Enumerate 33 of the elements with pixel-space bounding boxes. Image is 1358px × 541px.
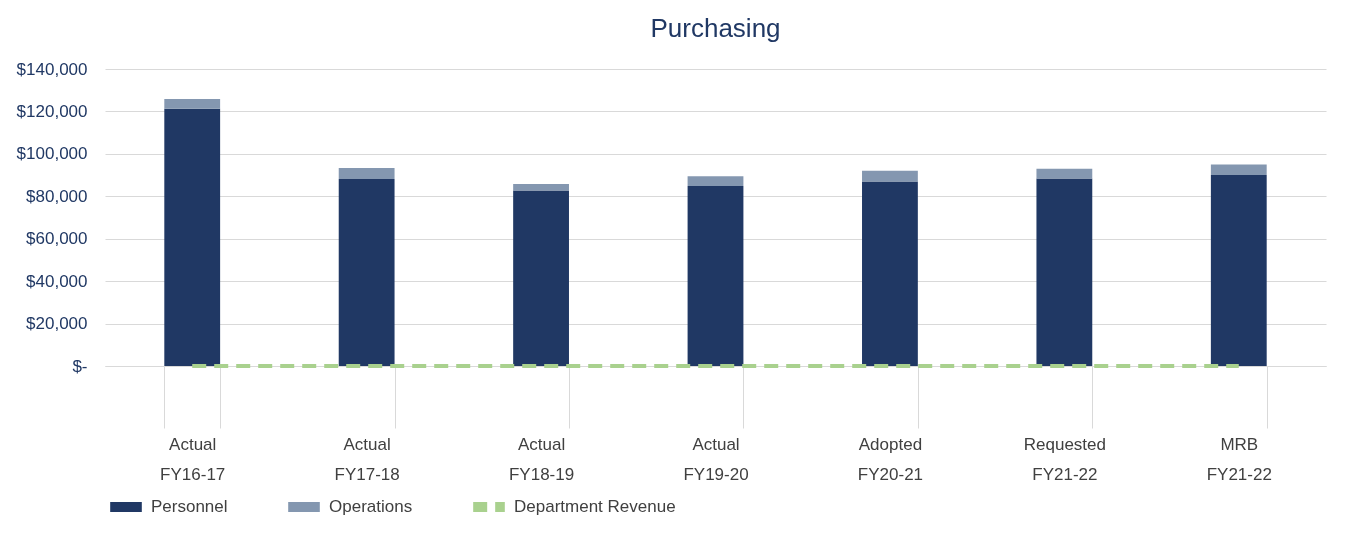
x-tick-label: Actual FY16-17 <box>160 434 226 484</box>
y-tick-label: $100,000 <box>16 144 88 164</box>
legend-label: Personnel <box>151 497 228 516</box>
x-tick-label: Adopted FY20-21 <box>857 434 924 484</box>
bar <box>1210 175 1267 366</box>
chart-title: Purchasing <box>650 13 781 43</box>
y-tick-label: $120,000 <box>16 101 88 121</box>
bar <box>1036 178 1093 366</box>
bar <box>513 190 569 366</box>
y-tick-label: $60,000 <box>26 229 88 249</box>
bar <box>338 179 395 366</box>
bar <box>164 108 221 366</box>
x-tick-label: Requested FY21-22 <box>1023 434 1106 484</box>
y-tick-label: $- <box>72 356 88 376</box>
y-tick-label: $40,000 <box>26 271 88 291</box>
bar <box>687 185 744 366</box>
bar <box>513 183 569 191</box>
y-tick-label: $140,000 <box>16 59 88 79</box>
bar <box>862 181 918 366</box>
bar <box>687 176 744 186</box>
x-tick-label: MRB FY21-22 <box>1206 434 1272 484</box>
legend-label: Operations <box>329 497 413 516</box>
y-tick-label: $80,000 <box>26 186 88 206</box>
bar <box>338 168 395 180</box>
bar <box>164 99 221 109</box>
x-tick-label: Actual FY19-20 <box>683 434 749 484</box>
x-tick-label: Actual FY18-19 <box>508 434 575 484</box>
bar <box>862 170 918 182</box>
legend-label: Department Revenue <box>514 497 676 516</box>
y-tick-label: $20,000 <box>26 314 88 334</box>
bar <box>1210 164 1267 176</box>
bar <box>1036 168 1093 179</box>
x-tick-label: Actual FY17-18 <box>334 434 400 484</box>
